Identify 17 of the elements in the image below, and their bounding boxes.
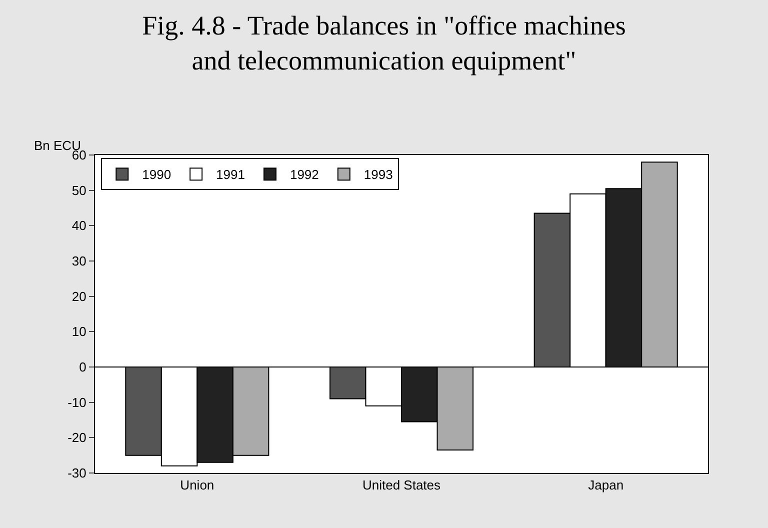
chart-title: Fig. 4.8 - Trade balances in "office machines and telecommunication equipment" <box>142 10 626 76</box>
y-tick-label: -20 <box>68 430 86 446</box>
legend-label: 1993 <box>364 167 393 182</box>
y-tick-label: 20 <box>72 288 86 304</box>
y-tick-label: 40 <box>72 218 86 234</box>
y-tick-label: 30 <box>72 254 86 269</box>
legend-label: 1990 <box>142 167 172 182</box>
legend-label: 1992 <box>290 167 319 182</box>
x-tick-label: United States <box>362 478 442 493</box>
y-tick-label: 10 <box>72 324 86 340</box>
y-tick-label: -30 <box>68 466 86 481</box>
y-tick-label: -10 <box>68 394 86 410</box>
legend-label: 1991 <box>216 167 245 182</box>
x-tick-label: Union <box>180 478 214 493</box>
x-tick-label: Japan <box>588 478 624 493</box>
y-tick-label: 50 <box>72 182 86 198</box>
y-tick-label: 0 <box>79 360 86 375</box>
